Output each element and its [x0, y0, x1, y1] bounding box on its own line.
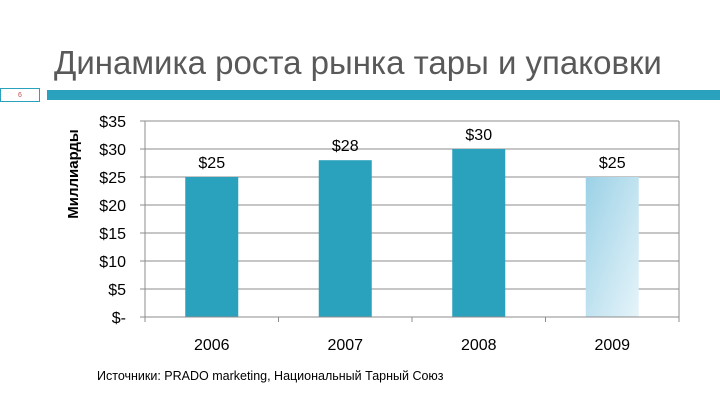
data-label-2006: $25	[198, 155, 225, 172]
x-tick-label-2009: 2009	[594, 337, 630, 354]
accent-strip	[47, 90, 720, 100]
x-tick-label-2006: 2006	[194, 337, 230, 354]
bar-2008	[452, 149, 506, 317]
y-tick-label: $-	[112, 310, 126, 327]
y-tick-label: $25	[99, 170, 126, 187]
data-label-2009: $25	[599, 155, 626, 172]
bar-2006	[185, 177, 239, 317]
bar-2009	[585, 177, 639, 317]
x-tick-label-2008: 2008	[461, 337, 497, 354]
title-divider: 6	[0, 88, 720, 102]
y-axis-label: Миллиарды	[65, 129, 82, 218]
bars	[185, 149, 639, 317]
bar-2007	[318, 160, 372, 317]
y-tick-label: $30	[99, 142, 126, 159]
source-note: Источники: PRADO marketing, Национальный…	[97, 369, 444, 383]
y-axis-ticks: $- $5 $10 $15 $20 $25 $30 $35	[99, 114, 145, 327]
x-tick-label-2007: 2007	[327, 337, 363, 354]
y-tick-label: $35	[99, 114, 126, 131]
data-label-2008: $30	[465, 127, 492, 144]
y-tick-label: $10	[99, 254, 126, 271]
data-label-2007: $28	[332, 138, 359, 155]
data-labels: $25 $28 $30 $25	[198, 127, 625, 172]
x-axis-ticks: 2006 2007 2008 2009	[144, 316, 680, 354]
y-tick-label: $15	[99, 226, 126, 243]
y-tick-label: $20	[99, 198, 126, 215]
slide-number: 6	[0, 88, 40, 102]
y-tick-label: $5	[108, 282, 126, 299]
slide-title: Динамика роста рынка тары и упаковки	[54, 44, 662, 81]
